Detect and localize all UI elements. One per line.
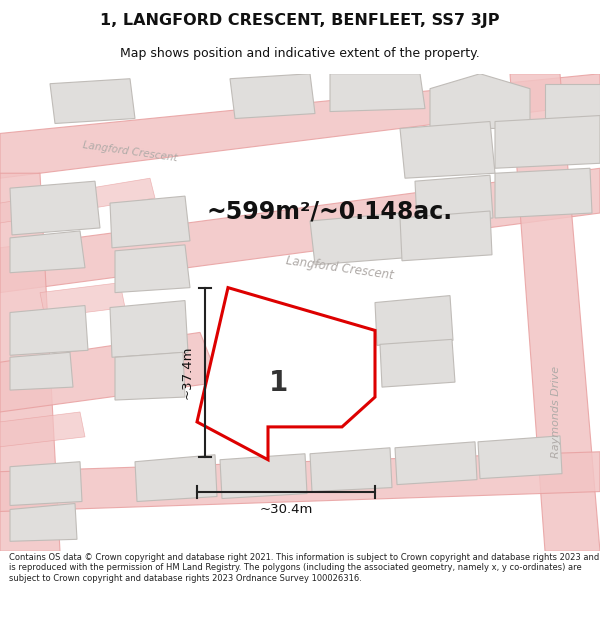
- Text: ~599m²/~0.148ac.: ~599m²/~0.148ac.: [207, 199, 453, 223]
- Polygon shape: [0, 332, 220, 412]
- Polygon shape: [430, 74, 530, 129]
- Polygon shape: [0, 168, 600, 292]
- Text: Contains OS data © Crown copyright and database right 2021. This information is : Contains OS data © Crown copyright and d…: [9, 552, 599, 582]
- Polygon shape: [110, 301, 188, 358]
- Polygon shape: [10, 352, 73, 390]
- Polygon shape: [220, 454, 307, 499]
- Polygon shape: [330, 74, 425, 111]
- Text: ~37.4m: ~37.4m: [181, 346, 193, 399]
- Polygon shape: [110, 196, 190, 248]
- Polygon shape: [0, 74, 600, 178]
- Polygon shape: [135, 455, 217, 501]
- Polygon shape: [0, 452, 600, 511]
- Polygon shape: [395, 442, 477, 484]
- Polygon shape: [50, 79, 135, 124]
- Text: Langford Crescent: Langford Crescent: [82, 140, 178, 163]
- Polygon shape: [10, 181, 100, 235]
- Polygon shape: [545, 84, 600, 129]
- Text: 1: 1: [269, 369, 288, 397]
- Polygon shape: [230, 74, 315, 119]
- Polygon shape: [510, 74, 600, 551]
- Polygon shape: [115, 245, 190, 292]
- Text: 1, LANGFORD CRESCENT, BENFLEET, SS7 3JP: 1, LANGFORD CRESCENT, BENFLEET, SS7 3JP: [100, 13, 500, 28]
- Polygon shape: [0, 173, 60, 551]
- Polygon shape: [115, 352, 185, 400]
- Polygon shape: [10, 306, 88, 355]
- Text: Langford Crescent: Langford Crescent: [286, 254, 395, 282]
- Polygon shape: [10, 504, 77, 541]
- Polygon shape: [478, 436, 562, 479]
- Polygon shape: [40, 282, 125, 318]
- Text: Raymonds Drive: Raymonds Drive: [551, 366, 561, 458]
- Polygon shape: [375, 296, 453, 346]
- Text: ~30.4m: ~30.4m: [259, 503, 313, 516]
- Polygon shape: [10, 462, 82, 506]
- Polygon shape: [380, 339, 455, 387]
- Polygon shape: [495, 168, 592, 218]
- Polygon shape: [0, 178, 155, 223]
- Polygon shape: [310, 213, 405, 265]
- Polygon shape: [310, 448, 392, 491]
- Polygon shape: [415, 175, 493, 223]
- Polygon shape: [400, 211, 492, 261]
- Polygon shape: [400, 121, 495, 178]
- Polygon shape: [10, 231, 85, 272]
- Text: Map shows position and indicative extent of the property.: Map shows position and indicative extent…: [120, 47, 480, 59]
- Polygon shape: [197, 288, 375, 460]
- Polygon shape: [0, 412, 85, 447]
- Polygon shape: [495, 116, 600, 168]
